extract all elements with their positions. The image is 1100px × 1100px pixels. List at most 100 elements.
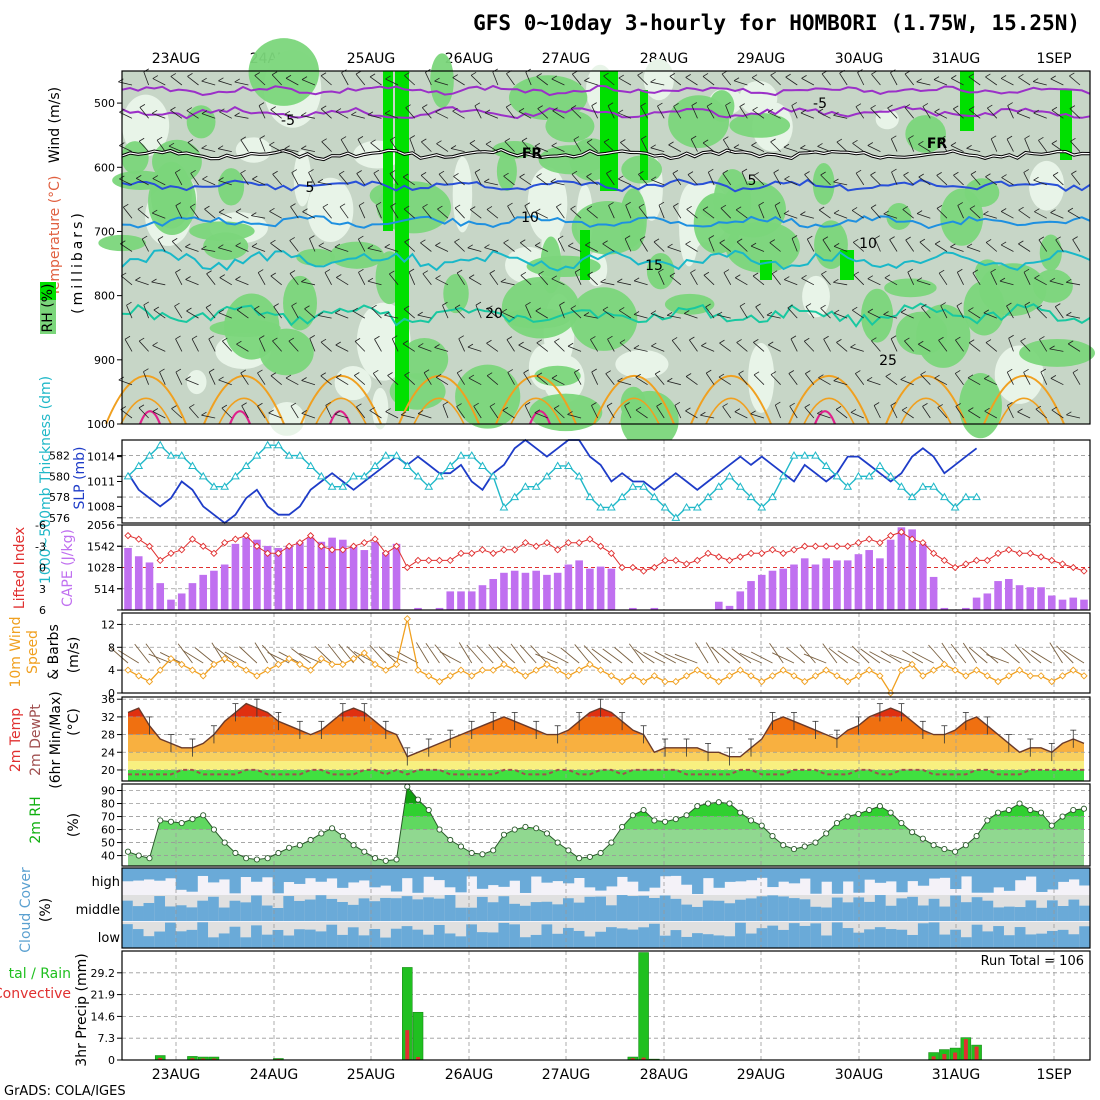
profile-barb xyxy=(836,342,848,352)
wind-speed-point xyxy=(253,672,261,680)
profile-barb-flag xyxy=(284,110,291,115)
profile-barb xyxy=(1072,239,1081,252)
contour-label-4: 5 xyxy=(306,180,315,196)
wind-speed-point xyxy=(940,660,948,669)
profile-barb-flag xyxy=(486,372,493,377)
profile-barb-flag xyxy=(1049,345,1055,350)
profile-barb-flag xyxy=(240,369,246,374)
profile-barb xyxy=(606,405,615,419)
wind-speed-point xyxy=(1058,672,1067,680)
profile-barb xyxy=(1051,409,1064,419)
profile-barb-flag xyxy=(733,144,740,148)
profile-barb xyxy=(1033,112,1047,119)
profile-barb xyxy=(617,112,632,119)
cape-bar xyxy=(317,541,326,610)
profile-barb xyxy=(387,375,399,386)
rh-point xyxy=(973,833,980,840)
profile-barb-flag xyxy=(402,340,409,345)
profile-barb xyxy=(1033,81,1047,86)
cloud-high-cell xyxy=(993,868,1005,888)
ytick-label: 1000 xyxy=(87,418,115,431)
wind-speed-point xyxy=(156,666,164,674)
rh-point xyxy=(662,818,669,825)
cloud-low-cell xyxy=(638,927,650,948)
profile-barb-flag xyxy=(1024,135,1030,140)
profile-barb-flag xyxy=(900,376,906,380)
precip-conv-bar xyxy=(158,1057,163,1060)
rh-point xyxy=(640,806,647,814)
profile-barb-flag xyxy=(752,106,758,111)
cloud-middle-cell xyxy=(616,895,629,921)
rh-green-patch xyxy=(540,236,562,294)
profile-barb xyxy=(850,346,864,352)
profile-barb xyxy=(1051,143,1064,152)
profile-barb-flag xyxy=(437,205,443,210)
profile-barb-flag xyxy=(456,269,463,274)
li-point xyxy=(178,546,186,554)
rh-point xyxy=(898,819,905,827)
rh-point xyxy=(146,855,153,862)
profile-barb-flag xyxy=(571,170,578,175)
profile-barb xyxy=(770,74,781,86)
cape-bar xyxy=(188,583,197,610)
rh-light-patch xyxy=(293,150,312,207)
thickness-point xyxy=(757,502,767,511)
cape-bar xyxy=(768,570,777,610)
thickness-point xyxy=(574,471,584,480)
profile-barb xyxy=(141,238,149,252)
cape-bar xyxy=(747,581,755,610)
wind10m-barb xyxy=(614,647,634,664)
profile-barb-flag xyxy=(638,171,644,175)
profile-barb xyxy=(421,107,432,119)
profile-barb xyxy=(318,245,332,252)
profile-barb-flag xyxy=(1001,174,1007,178)
profile-barb xyxy=(684,313,698,319)
profile-barb xyxy=(800,214,814,219)
cloud-gap-cell xyxy=(240,922,252,948)
profile-barb-flag xyxy=(852,306,858,311)
li-point xyxy=(167,549,175,557)
wind-ylabel-1: 10m Wind xyxy=(8,616,24,687)
profile-barb xyxy=(334,246,349,252)
rh-point xyxy=(350,842,357,849)
wind10m-barb xyxy=(986,654,1009,664)
cloud-low-cell xyxy=(627,929,639,948)
li-point xyxy=(876,539,884,547)
profile-barb-flag xyxy=(918,173,924,178)
profile-barb-flag xyxy=(506,336,513,340)
rh-point xyxy=(339,833,346,840)
rh-point xyxy=(425,806,432,814)
profile-barb xyxy=(270,242,282,252)
profile-barb xyxy=(438,173,449,186)
profile-barb-flag xyxy=(454,304,461,309)
ytick-label: 28 xyxy=(101,729,115,742)
profile-barb xyxy=(690,272,698,285)
profile-barb-flag xyxy=(852,139,858,144)
cloud-high-cell xyxy=(1003,868,1016,891)
profile-barb xyxy=(538,274,549,286)
profile-barb xyxy=(653,241,665,252)
profile-barb xyxy=(470,75,482,86)
profile-barb xyxy=(800,112,815,119)
wind-speed-point xyxy=(403,615,411,623)
profile-barb-flag xyxy=(486,206,493,210)
cloud-high-cell xyxy=(562,868,575,884)
rh-frame xyxy=(121,783,1091,867)
wind10m-barb xyxy=(439,651,462,664)
profile-barb-flag xyxy=(1051,140,1058,144)
top-date-7: 30AUG xyxy=(835,51,884,67)
cloud-gap-cell xyxy=(584,922,596,948)
profile-barb xyxy=(536,342,549,352)
profile-barb-flag xyxy=(701,342,707,347)
profile-barb-flag xyxy=(301,410,307,414)
cape-bar xyxy=(296,541,304,610)
profile-barb xyxy=(916,280,931,286)
profile-barb-flag xyxy=(783,143,790,148)
rh-green-patch xyxy=(329,241,385,269)
wind-speed-point xyxy=(543,660,551,669)
profile-barb-flag xyxy=(904,104,911,108)
li-point xyxy=(296,539,304,547)
rh-light-patch xyxy=(679,186,699,267)
rh-green-patch xyxy=(668,95,730,148)
